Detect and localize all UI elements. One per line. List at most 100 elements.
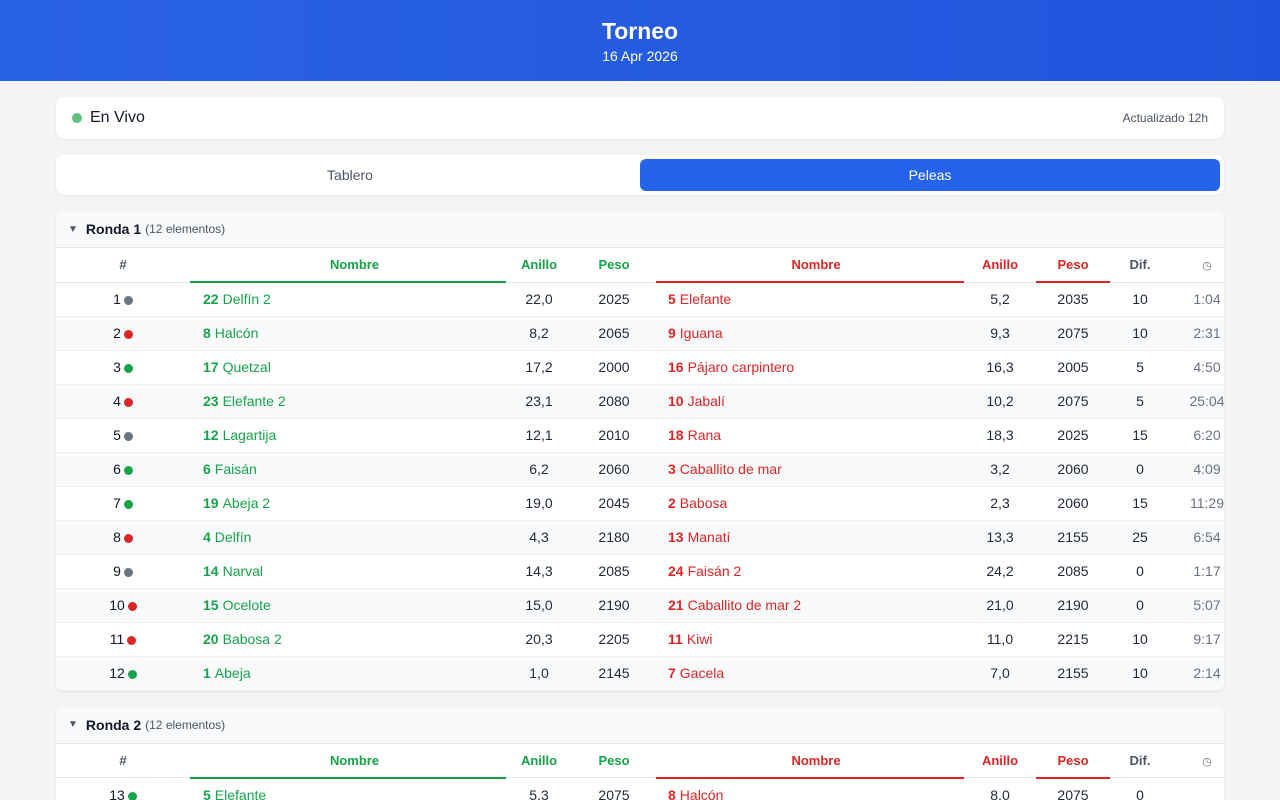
updated-text: Actualizado 12h [1122,111,1208,125]
red-name-cell: 18 Rana [656,418,964,452]
tab-peleas[interactable]: Peleas [640,159,1220,191]
table-row[interactable]: 9 14 Narval 14,3 2085 24 Faisán 2 24,2 2085 0 1:17 [56,554,1224,588]
green-ring: 22,0 [525,291,553,307]
col-header-green-name: Nombre [190,743,506,779]
fight-number-cell: 12 [56,656,190,690]
green-ring: 6,2 [529,461,549,477]
tab-tablero[interactable]: Tablero [327,167,373,183]
red-weight: 2035 [1057,291,1089,308]
green-seed: 23 [203,393,219,409]
red-name: Rana [687,427,722,443]
table-row[interactable]: 2 8 Halcón 8,2 2065 9 Iguana 9,3 2075 10 2:31 [56,316,1224,350]
green-name: Narval [222,563,264,579]
round-card: ▼ Ronda 2 (12 elementos) # Nombre Anillo Peso N… [56,706,1224,800]
red-name: Gacela [679,665,725,681]
fight-number: 7 [113,495,121,511]
table-row[interactable]: 1 22 Delfín 2 22,0 2025 5 Elefante 5,2 2035 10 1:0… [56,282,1224,316]
table-row[interactable]: 12 1 Abeja 1,0 2145 7 Gacela 7,0 2155 10 2:14 [56,656,1224,690]
fight-number: 10 [109,597,125,613]
fight-time: 4:50 [1193,359,1221,375]
table-row[interactable]: 4 23 Elefante 2 23,1 2080 10 Jabalí 10,2 2075 5 25… [56,384,1224,418]
green-seed: 17 [203,359,219,375]
caret-down-icon[interactable]: ▼ [68,719,78,730]
red-name: Manatí [687,529,731,545]
fight-time: 4:09 [1193,461,1221,477]
table-row[interactable]: 6 6 Faisán 6,2 2060 3 Caballito de mar 3,2 2060 0… [56,452,1224,486]
col-header-num: # [56,248,190,283]
fight-time: 6:54 [1193,529,1221,545]
col-header-red-ring: Anillo [964,743,1036,778]
col-header-red-ring: Anillo [964,248,1036,283]
fight-number-cell: 2 [56,316,190,350]
weight-difference: 10 [1132,325,1148,341]
status-dot-icon [123,296,133,305]
red-seed: 7 [668,665,676,681]
red-weight: 2155 [1057,665,1089,681]
table-row[interactable]: 3 17 Quetzal 17,2 2000 16 Pájaro carpintero 16,… [56,350,1224,384]
clock-icon: ◷ [1202,755,1212,768]
green-ring: 23,1 [525,393,553,409]
green-seed: 15 [203,597,219,613]
fight-time: 5:07 [1193,597,1221,613]
status-dot-icon [123,432,133,441]
red-name-cell: 7 Gacela [656,656,964,690]
weight-difference: 0 [1136,563,1144,579]
red-seed: 21 [668,597,684,613]
table-row[interactable]: 5 12 Lagartija 12,1 2010 18 Rana 18,3 2025 15 6:20 [56,418,1224,452]
red-name: Iguana [679,325,723,341]
fight-number-cell: 9 [56,554,190,588]
green-ring: 1,0 [529,665,549,681]
green-name-cell: 5 Elefante [190,778,506,800]
red-name-cell: 16 Pájaro carpintero [656,350,964,384]
fight-number-cell: 11 [56,622,190,656]
caret-down-icon[interactable]: ▼ [68,223,78,235]
table-header-row: # Nombre Anillo Peso Nombre Anillo Peso Dif. ◷ [56,248,1224,283]
table-row[interactable]: 8 4 Delfín 4,3 2180 13 Manatí 13,3 2155 25 6:54 [56,520,1224,554]
red-seed: 16 [668,359,684,375]
col-header-green-name: Nombre [190,248,506,283]
fight-number: 8 [113,529,121,545]
main-content: En Vivo Actualizado 12h Tablero Peleas ▼… [56,97,1224,800]
red-seed: 8 [668,786,676,800]
green-weight: 2065 [598,325,630,341]
green-name-cell: 12 Lagartija [190,418,506,452]
page-title: Torneo [601,18,679,44]
col-header-red-name: Nombre [656,248,964,283]
round-card: ▼ Ronda 1 (12 elementos) # Nombre Anillo Peso N… [56,211,1224,691]
red-ring: 24,2 [986,563,1014,579]
red-weight: 2025 [1057,427,1089,443]
green-weight: 2010 [598,427,630,443]
fight-number: 2 [113,325,121,341]
red-ring: 16,3 [986,359,1014,375]
red-name-cell: 24 Faisán 2 [656,554,964,588]
green-seed: 4 [203,529,211,545]
col-header-time: ◷ [1170,248,1224,283]
table-row[interactable]: 13 5 Elefante 5,3 2075 8 Halcón 8,0 2075 0 [56,778,1224,800]
red-ring: 13,3 [986,529,1014,545]
view-tabs: Tablero Peleas [56,155,1224,195]
fight-number: 5 [113,427,121,443]
round-header[interactable]: ▼ Ronda 1 (12 elementos) [56,211,1224,248]
col-header-red-name: Nombre [656,743,964,779]
green-weight: 2025 [598,291,630,307]
green-ring: 5,3 [529,786,549,800]
fight-number-cell: 1 [56,282,190,316]
table-row[interactable]: 11 20 Babosa 2 20,3 2205 11 Kiwi 11,0 2215 10 9:17 [56,622,1224,656]
green-ring: 17,2 [525,359,553,375]
green-name: Elefante [214,786,267,800]
green-name: Faisán [214,461,257,477]
red-name: Pájaro carpintero [687,359,795,375]
round-header[interactable]: ▼ Ronda 2 (12 elementos) [56,706,1224,744]
red-weight: 2075 [1057,786,1089,800]
weight-difference: 0 [1136,786,1144,800]
red-ring: 2,3 [990,495,1010,511]
red-ring: 10,2 [986,393,1014,409]
red-name-cell: 2 Babosa [656,486,964,520]
green-name: Elefante 2 [222,393,286,409]
green-name: Babosa 2 [222,631,282,647]
table-row[interactable]: 7 19 Abeja 2 19,0 2045 2 Babosa 2,3 2060 15 11:29 [56,486,1224,520]
green-weight: 2045 [598,495,630,511]
red-seed: 11 [668,631,683,647]
green-name-cell: 8 Halcón [190,316,506,350]
